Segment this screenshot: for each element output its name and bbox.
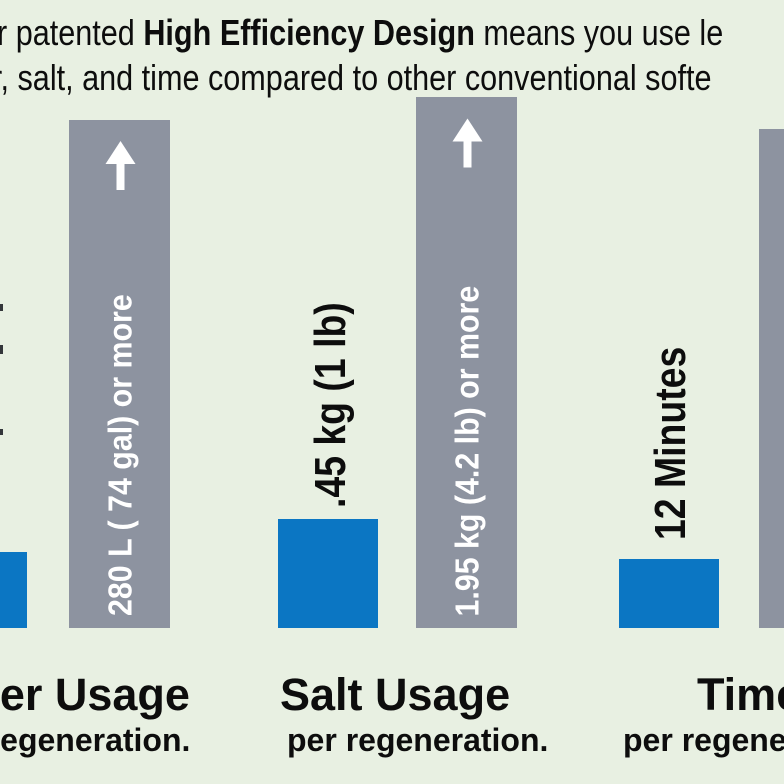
up-arrow-icon [451, 118, 482, 167]
header-line1-prefix: ur patented [0, 12, 135, 53]
time-high-efficiency-bar [619, 559, 719, 628]
water-conventional-label: 280 L ( 74 gal) or more [100, 294, 138, 616]
water-high-efficiency-bar [0, 552, 27, 628]
time-conventional-bar [759, 129, 784, 628]
header-line1-bold: High Efficiency Design [143, 12, 475, 53]
salt-group-title: Salt Usage [280, 669, 511, 720]
time-group-subtitle: per regeneration. [623, 722, 784, 758]
salt-high-efficiency-bar [278, 519, 378, 628]
time-high-efficiency-label: 12 Minutes [646, 346, 695, 540]
clipped-label-fragment [0, 429, 3, 435]
salt-high-efficiency-label-wrap: .45 kg (1 lb) [306, 278, 355, 508]
water-conventional-label-wrap: 280 L ( 74 gal) or more [69, 120, 170, 628]
header-line1-suffix: means you use le [474, 12, 724, 53]
salt-conventional-label-wrap: 1.95 kg (4.2 lb) or more [416, 97, 517, 628]
salt-conventional-label: 1.95 kg (4.2 lb) or more [447, 285, 485, 616]
time-high-efficiency-label-wrap: 12 Minutes [646, 340, 695, 540]
water-group-subtitle: per regeneration. [0, 722, 191, 758]
salt-conventional-bar: 1.95 kg (4.2 lb) or more [416, 97, 517, 628]
water-group-title: Water Usage [0, 669, 190, 720]
salt-high-efficiency-label: .45 kg (1 lb) [306, 302, 355, 508]
header-line-1: ur patented High Efficiency Design means… [0, 10, 723, 55]
header-line2-text: r, salt, and time compared to other conv… [0, 57, 712, 98]
clipped-label-fragment [0, 304, 3, 311]
water-conventional-bar: 280 L ( 74 gal) or more [69, 120, 170, 628]
time-group-title: Time [697, 669, 784, 720]
salt-group-subtitle: per regeneration. [287, 722, 549, 758]
header-line-2: r, salt, and time compared to other conv… [0, 55, 712, 100]
header-text: ur patented High Efficiency Design means… [0, 10, 784, 100]
clipped-label-fragment [0, 345, 3, 354]
up-arrow-icon [104, 141, 135, 190]
